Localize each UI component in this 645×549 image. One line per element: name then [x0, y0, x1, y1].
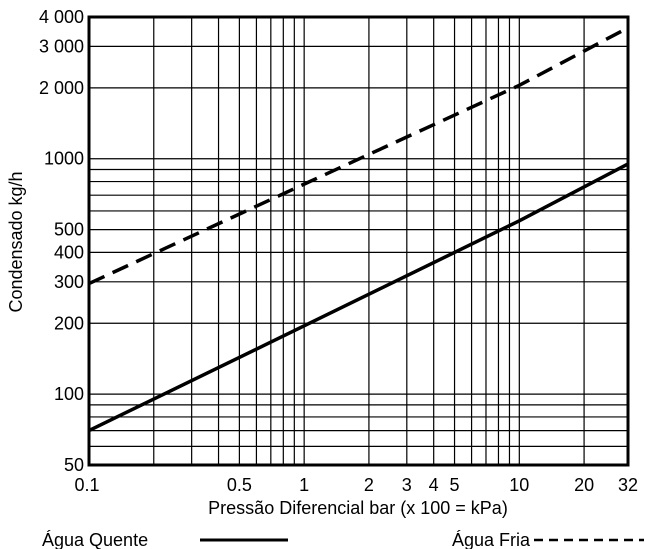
y-tick-label: 50 [64, 455, 84, 475]
legend-label-agua-quente: Água Quente [42, 530, 148, 549]
y-tick-label: 1000 [44, 149, 84, 169]
y-tick-label: 500 [54, 220, 84, 240]
x-tick-label: 5 [450, 475, 460, 495]
y-axis-title: Condensado kg/h [6, 171, 26, 312]
legend: Água Quente Água Fria [42, 530, 644, 549]
x-tick-label: 32 [618, 475, 638, 495]
y-tick-label: 3 000 [39, 36, 84, 56]
x-tick-label: 1 [299, 475, 309, 495]
y-tick-label: 4 000 [39, 7, 84, 27]
x-tick-label: 0.1 [74, 475, 99, 495]
y-tick-label: 200 [54, 313, 84, 333]
grid [89, 17, 628, 465]
series-layer [88, 26, 629, 433]
y-tick-label: 2 000 [39, 78, 84, 98]
x-tick-label: 20 [574, 475, 594, 495]
x-tick-label: 0.5 [227, 475, 252, 495]
x-tick-label: 3 [402, 475, 412, 495]
x-tick-label: 4 [429, 475, 439, 495]
legend-label-agua-fria: Água Fria [452, 530, 531, 549]
x-tick-labels: 0.1 0.5 1 2 3 4 5 10 20 32 [74, 475, 638, 495]
x-axis-title: Pressão Diferencial bar (x 100 = kPa) [208, 498, 508, 518]
x-tick-label: 2 [364, 475, 374, 495]
plot-frame [87, 15, 630, 467]
series-line-agua-quente [88, 162, 629, 433]
y-tick-label: 300 [54, 272, 84, 292]
series-line-agua-fria [88, 26, 629, 286]
x-tick-label: 10 [509, 475, 529, 495]
y-tick-label: 400 [54, 242, 84, 262]
y-tick-label: 100 [54, 384, 84, 404]
